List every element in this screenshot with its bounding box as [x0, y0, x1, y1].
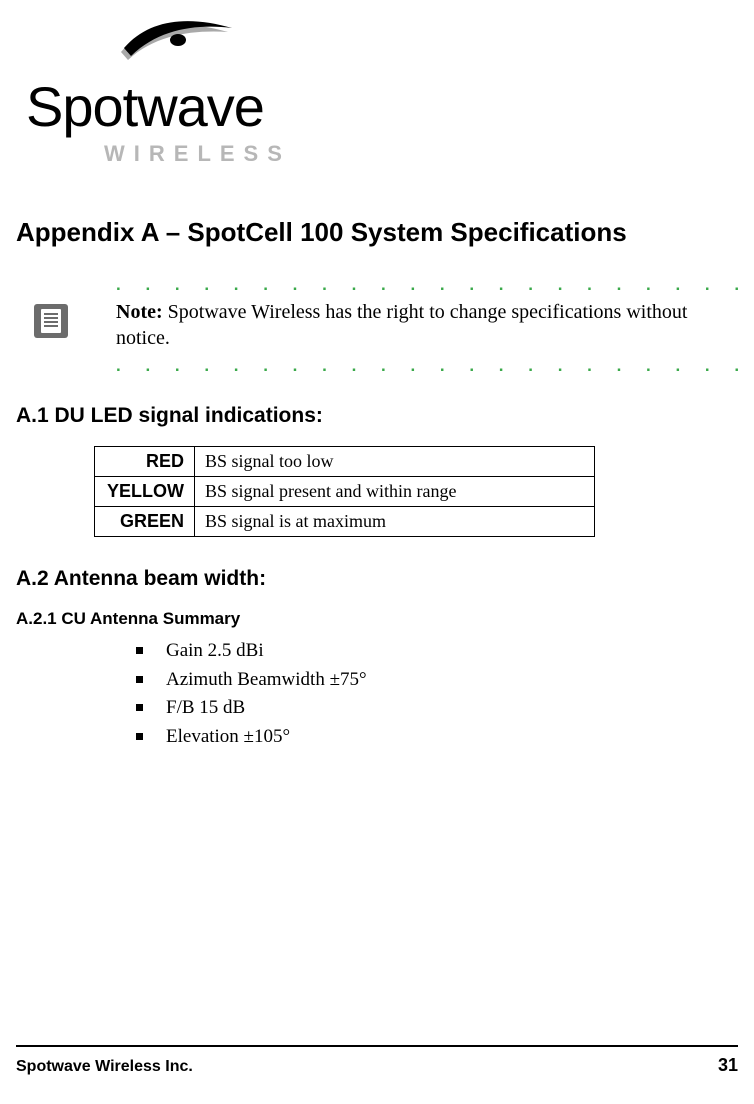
- table-row: GREEN BS signal is at maximum: [95, 507, 595, 537]
- list-item: F/B 15 dB: [136, 694, 738, 723]
- page-footer: Spotwave Wireless Inc. 31: [16, 1045, 738, 1076]
- logo-main-text: Spotwave: [26, 79, 738, 135]
- note-text: Note: Spotwave Wireless has the right to…: [116, 293, 738, 357]
- led-value: BS signal present and within range: [195, 477, 595, 507]
- led-value: BS signal is at maximum: [195, 507, 595, 537]
- led-value: BS signal too low: [195, 447, 595, 477]
- dotted-rule-top: . . . . . . . . . . . . . . . . . . . . …: [116, 276, 738, 293]
- note-label: Note:: [116, 301, 163, 323]
- note-body: Spotwave Wireless has the right to chang…: [116, 301, 687, 349]
- footer-rule: [16, 1045, 738, 1047]
- brand-logo: Spotwave WIRELESS: [26, 10, 738, 167]
- led-label: YELLOW: [95, 477, 195, 507]
- note-icon: [34, 304, 68, 338]
- spec-list: Gain 2.5 dBi Azimuth Beamwidth ±75° F/B …: [136, 637, 738, 751]
- logo-sub-text: WIRELESS: [104, 141, 738, 167]
- note-block: . . . . . . . . . . . . . . . . . . . . …: [16, 276, 738, 374]
- led-label: RED: [95, 447, 195, 477]
- footer-company: Spotwave Wireless Inc.: [16, 1058, 193, 1076]
- table-row: YELLOW BS signal present and within rang…: [95, 477, 595, 507]
- footer-page-number: 31: [718, 1055, 738, 1076]
- section-a1-title: A.1 DU LED signal indications:: [16, 404, 738, 428]
- dotted-rule-bottom: . . . . . . . . . . . . . . . . . . . . …: [116, 357, 738, 374]
- section-a2-1-title: A.2.1 CU Antenna Summary: [16, 609, 738, 629]
- list-item: Gain 2.5 dBi: [136, 637, 738, 666]
- swoosh-icon: [116, 10, 738, 75]
- appendix-heading: Appendix A – SpotCell 100 System Specifi…: [16, 217, 738, 248]
- section-a2-title: A.2 Antenna beam width:: [16, 567, 738, 591]
- led-label: GREEN: [95, 507, 195, 537]
- list-item: Elevation ±105°: [136, 723, 738, 752]
- list-item: Azimuth Beamwidth ±75°: [136, 666, 738, 695]
- led-table: RED BS signal too low YELLOW BS signal p…: [94, 446, 595, 537]
- table-row: RED BS signal too low: [95, 447, 595, 477]
